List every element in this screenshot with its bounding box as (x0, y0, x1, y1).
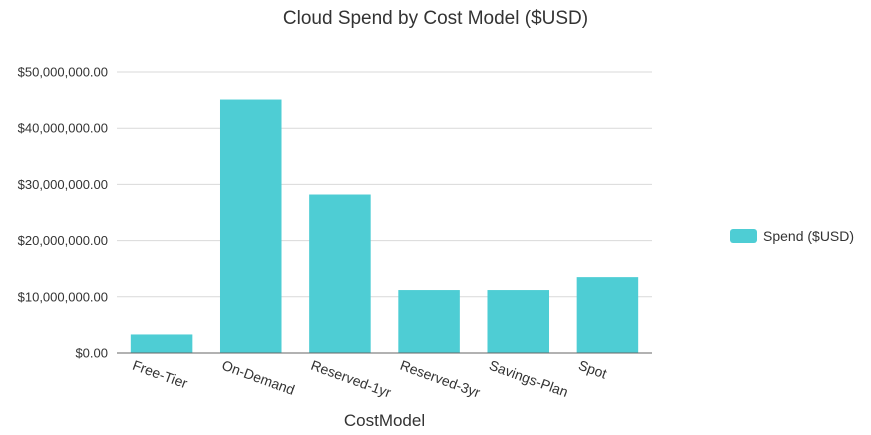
bar-reserved-3yr[interactable] (398, 290, 460, 353)
legend-swatch (730, 229, 757, 243)
x-tick-label: Savings-Plan (487, 357, 570, 400)
bar-free-tier[interactable] (130, 334, 193, 353)
legend[interactable]: Spend ($USD) (730, 228, 854, 244)
y-tick-label: $50,000,000.00 (18, 65, 108, 80)
y-tick-label: $0.00 (75, 346, 108, 361)
x-axis-ticks: Free-Tier On-Demand Reserved-1yr Reserved-3… (131, 357, 609, 401)
x-tick-label: Reserved-3yr (398, 357, 483, 401)
y-tick-label: $20,000,000.00 (18, 233, 108, 248)
x-axis-title: CostModel (344, 411, 425, 430)
bar-reserved-1yr[interactable] (309, 194, 371, 353)
bar-savings-plan[interactable] (487, 290, 550, 353)
y-axis-ticks: $0.00 $10,000,000.00 $20,000,000.00 $30,000… (18, 65, 108, 361)
y-tick-label: $10,000,000.00 (18, 289, 108, 304)
bar-spot[interactable] (576, 277, 639, 353)
gridlines (117, 71, 652, 298)
bar-on-demand[interactable] (219, 99, 282, 354)
y-tick-label: $40,000,000.00 (18, 121, 108, 136)
x-tick-label: Reserved-1yr (309, 357, 394, 401)
chart-title: Cloud Spend by Cost Model ($USD) (282, 8, 589, 29)
legend-label: Spend ($USD) (763, 228, 854, 244)
bars (130, 99, 639, 354)
x-tick-label: Free-Tier (131, 357, 190, 392)
y-tick-label: $30,000,000.00 (18, 177, 108, 192)
x-tick-label: Spot (576, 357, 609, 382)
x-tick-label: On-Demand (220, 357, 297, 398)
